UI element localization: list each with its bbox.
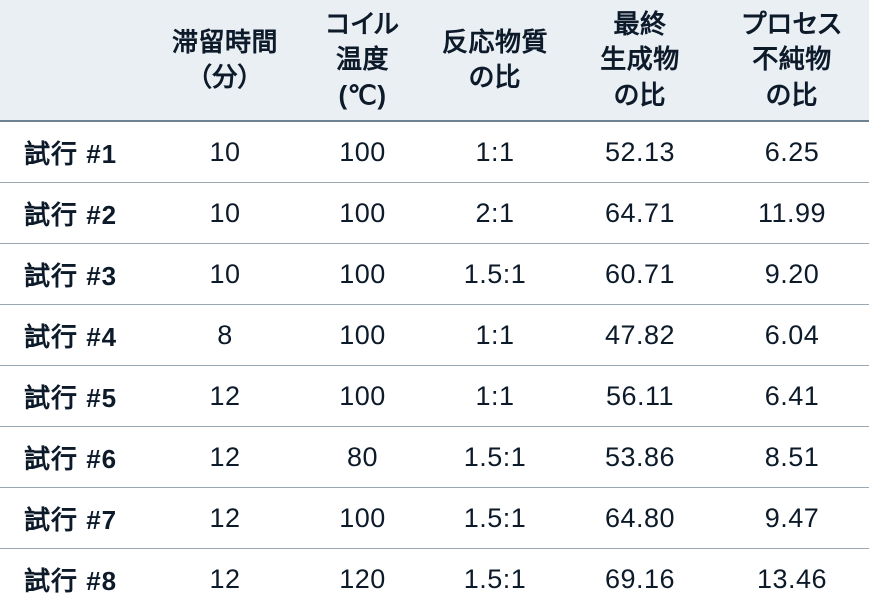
row-label: 試行 #7 [0, 488, 150, 549]
row-label: 試行 #1 [0, 121, 150, 183]
cell-residence-time: 12 [150, 427, 300, 488]
cell-reactant-ratio: 1:1 [425, 121, 565, 183]
cell-final-product-ratio: 52.13 [565, 121, 715, 183]
cell-reactant-ratio: 1.5:1 [425, 427, 565, 488]
cell-process-impurity-ratio: 9.20 [715, 244, 869, 305]
cell-coil-temp: 100 [300, 366, 425, 427]
cell-process-impurity-ratio: 6.25 [715, 121, 869, 183]
table-header-row: 滞留時間（分） コイル温度(℃) 反応物質の比 最終生成物の比 プロセス不純物の… [0, 0, 869, 121]
row-label: 試行 #2 [0, 183, 150, 244]
cell-final-product-ratio: 69.16 [565, 549, 715, 603]
cell-reactant-ratio: 1.5:1 [425, 549, 565, 603]
cell-final-product-ratio: 64.71 [565, 183, 715, 244]
table-row: 試行 #7 12 100 1.5:1 64.80 9.47 [0, 488, 869, 549]
cell-reactant-ratio: 1.5:1 [425, 488, 565, 549]
cell-process-impurity-ratio: 13.46 [715, 549, 869, 603]
cell-process-impurity-ratio: 6.41 [715, 366, 869, 427]
row-label: 試行 #4 [0, 305, 150, 366]
cell-residence-time: 10 [150, 121, 300, 183]
cell-residence-time: 10 [150, 244, 300, 305]
table-row: 試行 #1 10 100 1:1 52.13 6.25 [0, 121, 869, 183]
cell-reactant-ratio: 1:1 [425, 305, 565, 366]
cell-coil-temp: 100 [300, 305, 425, 366]
cell-coil-temp: 80 [300, 427, 425, 488]
col-header-residence-time: 滞留時間（分） [150, 0, 300, 121]
cell-residence-time: 10 [150, 183, 300, 244]
cell-final-product-ratio: 60.71 [565, 244, 715, 305]
col-header-coil-temp: コイル温度(℃) [300, 0, 425, 121]
table-row: 試行 #3 10 100 1.5:1 60.71 9.20 [0, 244, 869, 305]
cell-final-product-ratio: 53.86 [565, 427, 715, 488]
cell-process-impurity-ratio: 6.04 [715, 305, 869, 366]
cell-residence-time: 12 [150, 366, 300, 427]
row-label: 試行 #6 [0, 427, 150, 488]
row-label: 試行 #8 [0, 549, 150, 603]
cell-coil-temp: 100 [300, 121, 425, 183]
row-label: 試行 #5 [0, 366, 150, 427]
table-row: 試行 #5 12 100 1:1 56.11 6.41 [0, 366, 869, 427]
experiment-table: 滞留時間（分） コイル温度(℃) 反応物質の比 最終生成物の比 プロセス不純物の… [0, 0, 869, 603]
cell-process-impurity-ratio: 9.47 [715, 488, 869, 549]
cell-coil-temp: 100 [300, 488, 425, 549]
table-row: 試行 #6 12 80 1.5:1 53.86 8.51 [0, 427, 869, 488]
cell-process-impurity-ratio: 8.51 [715, 427, 869, 488]
table-row: 試行 #4 8 100 1:1 47.82 6.04 [0, 305, 869, 366]
cell-reactant-ratio: 1:1 [425, 366, 565, 427]
table-row: 試行 #8 12 120 1.5:1 69.16 13.46 [0, 549, 869, 603]
table-row: 試行 #2 10 100 2:1 64.71 11.99 [0, 183, 869, 244]
cell-residence-time: 12 [150, 549, 300, 603]
cell-process-impurity-ratio: 11.99 [715, 183, 869, 244]
cell-coil-temp: 120 [300, 549, 425, 603]
col-header-final-product-ratio: 最終生成物の比 [565, 0, 715, 121]
row-label: 試行 #3 [0, 244, 150, 305]
col-header-process-impurity-ratio: プロセス不純物の比 [715, 0, 869, 121]
cell-coil-temp: 100 [300, 244, 425, 305]
cell-final-product-ratio: 47.82 [565, 305, 715, 366]
cell-residence-time: 12 [150, 488, 300, 549]
col-header-label [0, 0, 150, 121]
cell-final-product-ratio: 64.80 [565, 488, 715, 549]
col-header-reactant-ratio: 反応物質の比 [425, 0, 565, 121]
cell-reactant-ratio: 1.5:1 [425, 244, 565, 305]
cell-final-product-ratio: 56.11 [565, 366, 715, 427]
cell-reactant-ratio: 2:1 [425, 183, 565, 244]
cell-residence-time: 8 [150, 305, 300, 366]
cell-coil-temp: 100 [300, 183, 425, 244]
